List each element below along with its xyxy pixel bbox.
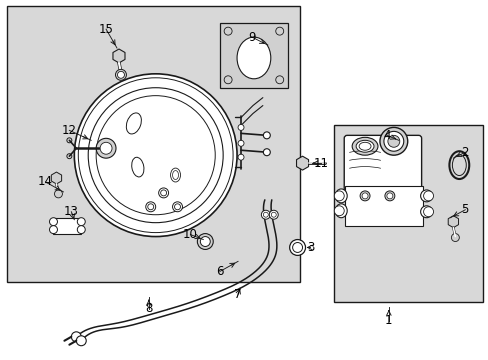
Circle shape — [238, 154, 244, 160]
Text: 10: 10 — [183, 228, 198, 241]
Circle shape — [100, 142, 112, 154]
Text: 7: 7 — [234, 288, 241, 301]
Circle shape — [269, 210, 278, 219]
Text: 13: 13 — [64, 205, 79, 218]
Circle shape — [77, 226, 85, 234]
Circle shape — [197, 234, 213, 249]
Bar — [334, 125, 482, 302]
Circle shape — [289, 239, 305, 255]
Circle shape — [423, 207, 433, 217]
Circle shape — [292, 243, 302, 252]
Circle shape — [361, 193, 367, 199]
Text: 15: 15 — [99, 23, 113, 36]
Text: 8: 8 — [145, 302, 152, 315]
Circle shape — [117, 71, 124, 78]
Circle shape — [71, 332, 81, 342]
Circle shape — [261, 210, 270, 219]
Text: 11: 11 — [313, 157, 328, 170]
Circle shape — [271, 212, 276, 217]
Circle shape — [161, 190, 166, 196]
Circle shape — [74, 74, 237, 237]
Circle shape — [275, 27, 283, 35]
Circle shape — [383, 131, 403, 151]
Bar — [7, 6, 299, 282]
Circle shape — [386, 193, 392, 199]
Circle shape — [145, 202, 155, 212]
Ellipse shape — [335, 204, 346, 218]
Circle shape — [77, 218, 85, 226]
Circle shape — [387, 135, 399, 147]
Text: 2: 2 — [461, 146, 468, 159]
Ellipse shape — [131, 157, 143, 177]
Circle shape — [49, 226, 57, 234]
Ellipse shape — [420, 206, 432, 218]
Circle shape — [379, 127, 407, 155]
Circle shape — [263, 149, 270, 156]
Circle shape — [200, 237, 210, 247]
Circle shape — [263, 212, 268, 217]
Circle shape — [96, 96, 215, 215]
Circle shape — [224, 27, 232, 35]
Ellipse shape — [335, 189, 346, 203]
Bar — [220, 23, 287, 88]
Circle shape — [359, 191, 369, 201]
Ellipse shape — [420, 190, 432, 202]
Text: 4: 4 — [383, 129, 390, 142]
Text: 1: 1 — [385, 314, 392, 327]
Text: 14: 14 — [38, 175, 53, 189]
Ellipse shape — [237, 37, 270, 79]
Circle shape — [174, 204, 180, 210]
Circle shape — [96, 138, 116, 158]
FancyBboxPatch shape — [344, 135, 421, 196]
Circle shape — [147, 204, 153, 210]
Text: 12: 12 — [62, 124, 77, 137]
Text: 5: 5 — [461, 203, 468, 216]
Text: 3: 3 — [306, 241, 313, 254]
Circle shape — [275, 76, 283, 84]
Bar — [53, 218, 81, 234]
Circle shape — [334, 206, 344, 216]
Circle shape — [115, 69, 126, 80]
Text: 6: 6 — [216, 265, 224, 278]
Bar — [345, 186, 422, 226]
Circle shape — [238, 140, 244, 146]
Circle shape — [238, 125, 244, 130]
Circle shape — [54, 190, 62, 198]
Circle shape — [334, 191, 344, 201]
Circle shape — [423, 191, 433, 201]
Circle shape — [224, 76, 232, 84]
Ellipse shape — [126, 113, 141, 134]
Circle shape — [76, 336, 86, 346]
Ellipse shape — [351, 137, 377, 155]
Circle shape — [158, 188, 168, 198]
Circle shape — [263, 132, 270, 139]
Circle shape — [49, 218, 57, 226]
Circle shape — [172, 202, 182, 212]
Ellipse shape — [355, 140, 373, 152]
Circle shape — [450, 234, 458, 242]
Circle shape — [384, 191, 394, 201]
Text: 9: 9 — [248, 31, 255, 44]
